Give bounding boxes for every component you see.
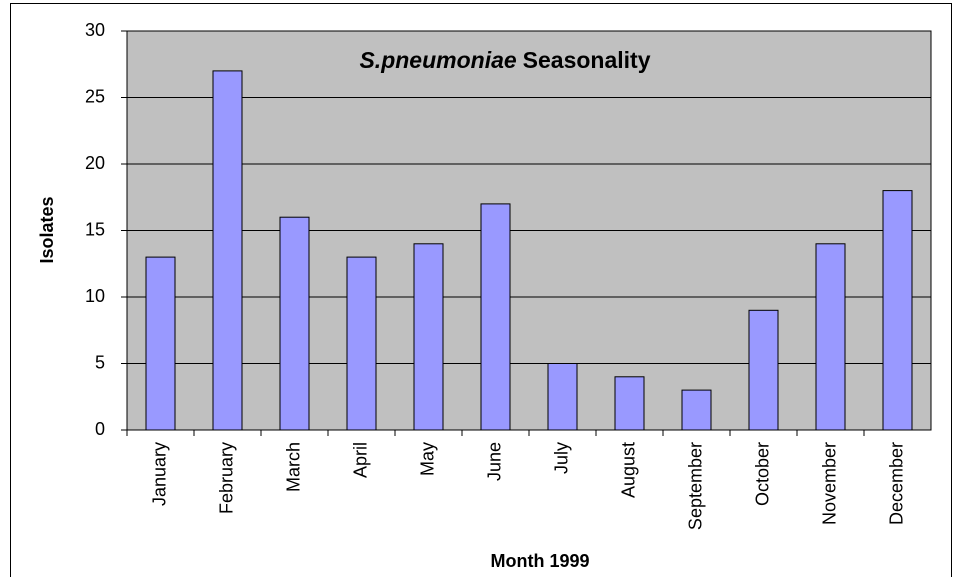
y-tick-label: 25: [85, 86, 105, 106]
y-tick-label: 10: [85, 286, 105, 306]
x-tick-label: April: [350, 442, 370, 478]
bar: [480, 203, 511, 431]
y-axis-label: Isolates: [37, 196, 57, 263]
x-tick-label: June: [484, 442, 504, 481]
y-tick-label: 15: [85, 219, 105, 239]
x-tick-label: December: [886, 442, 906, 525]
bar: [882, 190, 913, 431]
y-tick-label: 5: [95, 352, 105, 372]
bar: [346, 256, 377, 431]
x-tick-label: March: [283, 442, 303, 492]
bar: [212, 70, 243, 431]
x-tick-label: September: [685, 442, 705, 530]
y-tick-label: 0: [95, 419, 105, 439]
bar: [279, 216, 310, 431]
title-species: S.pneumoniae: [359, 47, 516, 73]
bar: [815, 243, 846, 431]
x-axis-label: Month 1999: [490, 551, 589, 571]
bar: [413, 243, 444, 431]
x-tick-label: July: [551, 442, 571, 474]
x-tick-label: August: [618, 442, 638, 498]
x-tick-label: January: [149, 442, 169, 506]
x-tick-label: October: [752, 442, 772, 506]
bar: [614, 376, 645, 431]
y-tick-label: 20: [85, 153, 105, 173]
x-tick-label: May: [417, 442, 437, 476]
x-tick-label: February: [216, 442, 236, 514]
y-tick-label: 30: [85, 20, 105, 40]
chart-title: S.pneumoniae Seasonality: [359, 47, 650, 73]
title-text: Seasonality: [523, 47, 651, 73]
bar: [547, 363, 578, 431]
bar: [748, 309, 779, 431]
bar: [145, 256, 176, 431]
bar: [681, 389, 712, 431]
x-tick-label: November: [819, 442, 839, 525]
